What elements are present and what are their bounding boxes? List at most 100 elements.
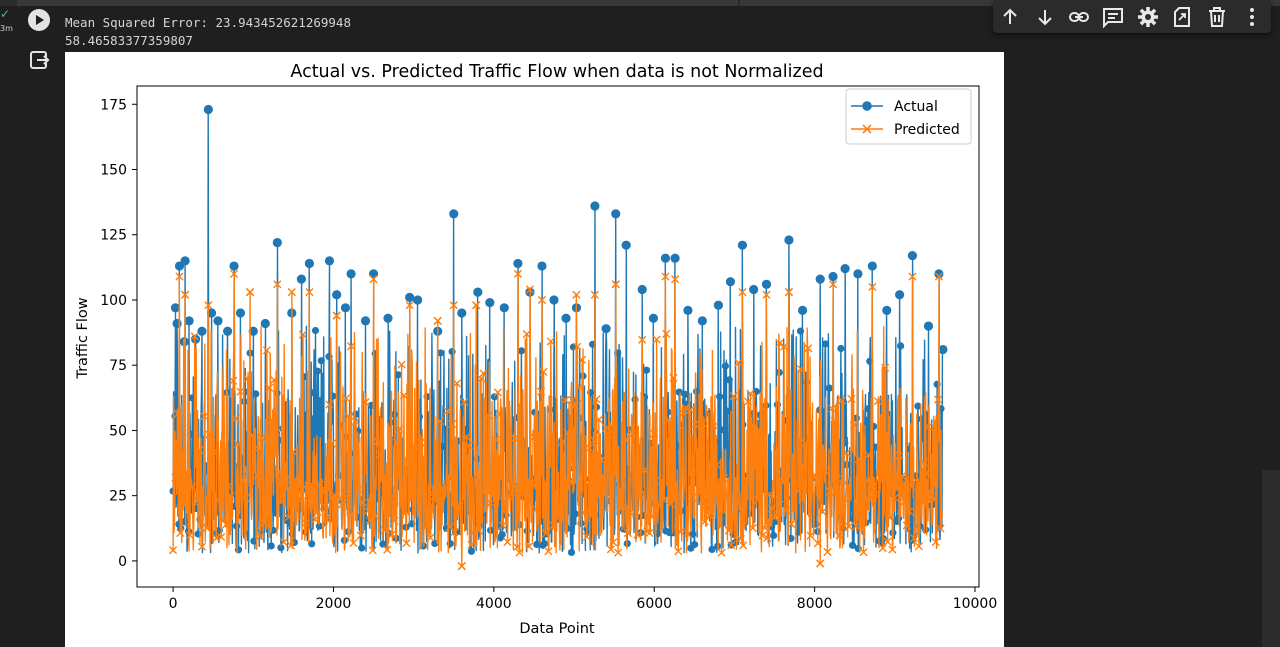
link-icon (1069, 12, 1089, 22)
y-tick-label: 150 (100, 163, 127, 179)
data-point-predicted (214, 495, 223, 505)
data-point-predicted (828, 280, 838, 289)
x-tick-label: 8000 (797, 596, 833, 612)
move-down-button[interactable] (1033, 5, 1057, 29)
data-point-predicted (573, 342, 582, 351)
data-point-predicted (758, 531, 767, 540)
data-point-predicted (175, 272, 184, 281)
data-point-actual (394, 371, 402, 379)
data-point-predicted (265, 383, 274, 392)
data-point-predicted (804, 344, 813, 353)
data-point-predicted (565, 477, 575, 486)
data-point-predicted (414, 488, 423, 497)
data-point-predicted (753, 495, 762, 504)
data-point-actual (770, 531, 778, 540)
more-actions-button[interactable] (1240, 5, 1264, 29)
data-point-predicted (202, 523, 211, 533)
data-point-predicted (679, 408, 688, 418)
data-point-predicted (635, 490, 644, 499)
data-point-actual (637, 284, 647, 295)
series-layer (168, 104, 948, 571)
data-point-actual (571, 510, 579, 518)
data-point-actual (561, 313, 571, 323)
settings-button[interactable] (1136, 5, 1160, 29)
data-point-predicted (659, 496, 668, 505)
data-point-predicted (866, 480, 875, 490)
data-point-predicted (286, 541, 296, 550)
data-point-predicted (919, 458, 928, 467)
legend-label-predicted: Predicted (894, 122, 960, 138)
add-comment-button[interactable] (1101, 5, 1125, 29)
data-point-predicted (258, 433, 267, 442)
data-point-predicted (669, 373, 678, 382)
play-icon (36, 15, 44, 25)
copy-link-button[interactable] (1067, 5, 1091, 29)
data-point-predicted (440, 485, 450, 494)
data-point-predicted (241, 493, 250, 503)
data-point-predicted (226, 491, 235, 501)
data-point-predicted (313, 507, 322, 517)
data-point-predicted (597, 456, 606, 465)
data-point-predicted (349, 538, 358, 548)
data-point-predicted (681, 403, 690, 412)
data-point-actual (308, 540, 316, 548)
data-point-predicted (368, 546, 377, 555)
data-point-predicted (479, 369, 488, 378)
data-point-predicted (638, 335, 647, 344)
data-point-actual (250, 537, 258, 545)
data-point-predicted (488, 487, 498, 496)
mirror-cell-button[interactable] (1170, 5, 1194, 29)
data-point-predicted (700, 517, 709, 526)
data-point-predicted (873, 397, 883, 406)
data-point-predicted (832, 474, 842, 484)
data-point-predicted (460, 397, 469, 407)
data-point-predicted (900, 497, 909, 506)
data-point-predicted (936, 524, 945, 533)
data-point-predicted (924, 422, 933, 431)
data-point-predicted (762, 290, 771, 299)
data-point-predicted (792, 480, 801, 489)
data-point-actual (260, 318, 270, 329)
data-point-predicted (748, 523, 757, 533)
data-point-predicted (301, 518, 310, 528)
data-point-predicted (751, 464, 760, 473)
data-point-predicted (806, 531, 815, 540)
data-point-predicted (344, 412, 353, 421)
data-point-predicted (305, 288, 314, 297)
data-point-predicted (356, 531, 365, 540)
data-point-predicted (399, 391, 409, 400)
data-point-predicted (185, 530, 195, 540)
data-point-predicted (484, 411, 493, 420)
y-tick-label: 0 (118, 554, 127, 570)
data-point-predicted (197, 542, 207, 551)
data-point-predicted (852, 521, 861, 531)
data-point-predicted (294, 495, 303, 504)
data-point-predicted (590, 290, 599, 299)
scrollbar-track[interactable] (1262, 470, 1280, 647)
data-point-predicted (289, 447, 298, 456)
data-point-predicted (914, 542, 923, 551)
data-point-actual (540, 540, 549, 548)
move-up-button[interactable] (998, 5, 1022, 29)
data-point-predicted (568, 396, 577, 405)
data-point-predicted (580, 508, 589, 517)
data-point-actual (360, 316, 371, 326)
data-point-predicted (589, 436, 599, 445)
data-point-predicted (450, 527, 459, 536)
data-point-predicted (195, 446, 204, 455)
data-point-predicted (811, 471, 820, 480)
data-point-predicted (784, 288, 794, 297)
data-point-predicted (707, 509, 717, 518)
data-point-predicted (611, 280, 620, 289)
data-point-predicted (546, 337, 555, 346)
data-point-predicted (385, 494, 394, 503)
run-cell-button[interactable] (28, 9, 50, 31)
output-actions-button[interactable] (28, 49, 50, 71)
chart-title: Actual vs. Predicted Traffic Flow when d… (290, 62, 823, 82)
data-point-actual (825, 384, 834, 392)
data-point-predicted (395, 424, 404, 434)
data-point-predicted (837, 396, 846, 405)
output-line-mse: Mean Squared Error: 23.943452621269948 (65, 15, 351, 30)
delete-cell-button[interactable] (1205, 5, 1229, 29)
data-point-predicted (419, 453, 428, 462)
